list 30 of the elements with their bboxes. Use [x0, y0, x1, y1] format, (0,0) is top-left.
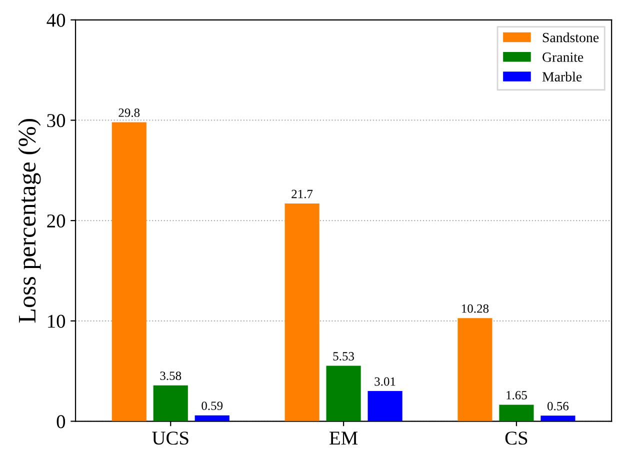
- y-axis-title: Loss percentage (%): [18, 118, 41, 323]
- data-label: 29.8: [118, 108, 140, 117]
- data-label: 5.53: [333, 352, 354, 361]
- bar: [499, 404, 534, 422]
- legend-label: Marble: [542, 72, 582, 82]
- bar: [540, 416, 576, 422]
- data-label: 3.58: [160, 372, 182, 380]
- bar: [284, 204, 320, 422]
- y-tick-label: 40: [46, 14, 66, 27]
- data-label: 0.56: [548, 402, 569, 410]
- x-tick-label: UCS: [152, 432, 188, 445]
- bar: [194, 415, 230, 422]
- y-tick-label: 20: [47, 214, 66, 228]
- bar: [368, 391, 402, 422]
- bar: [112, 122, 146, 422]
- y-tick-label: 0: [56, 415, 66, 428]
- y-tick-label: 30: [47, 114, 66, 128]
- data-label: 21.7: [292, 190, 313, 198]
- legend-label: Sandstone: [542, 32, 599, 42]
- data-label: 0.59: [202, 402, 223, 410]
- data-label: 1.65: [506, 390, 527, 400]
- legend-label: Granite: [542, 52, 584, 62]
- bar: [326, 366, 361, 422]
- data-label: 10.28: [462, 304, 489, 313]
- data-label: 3.01: [374, 377, 396, 386]
- bar: [458, 318, 492, 422]
- y-tick-label: 10: [48, 314, 66, 328]
- x-tick-label: CS: [505, 432, 528, 445]
- bar: [153, 385, 188, 422]
- x-tick-label: EM: [330, 432, 358, 444]
